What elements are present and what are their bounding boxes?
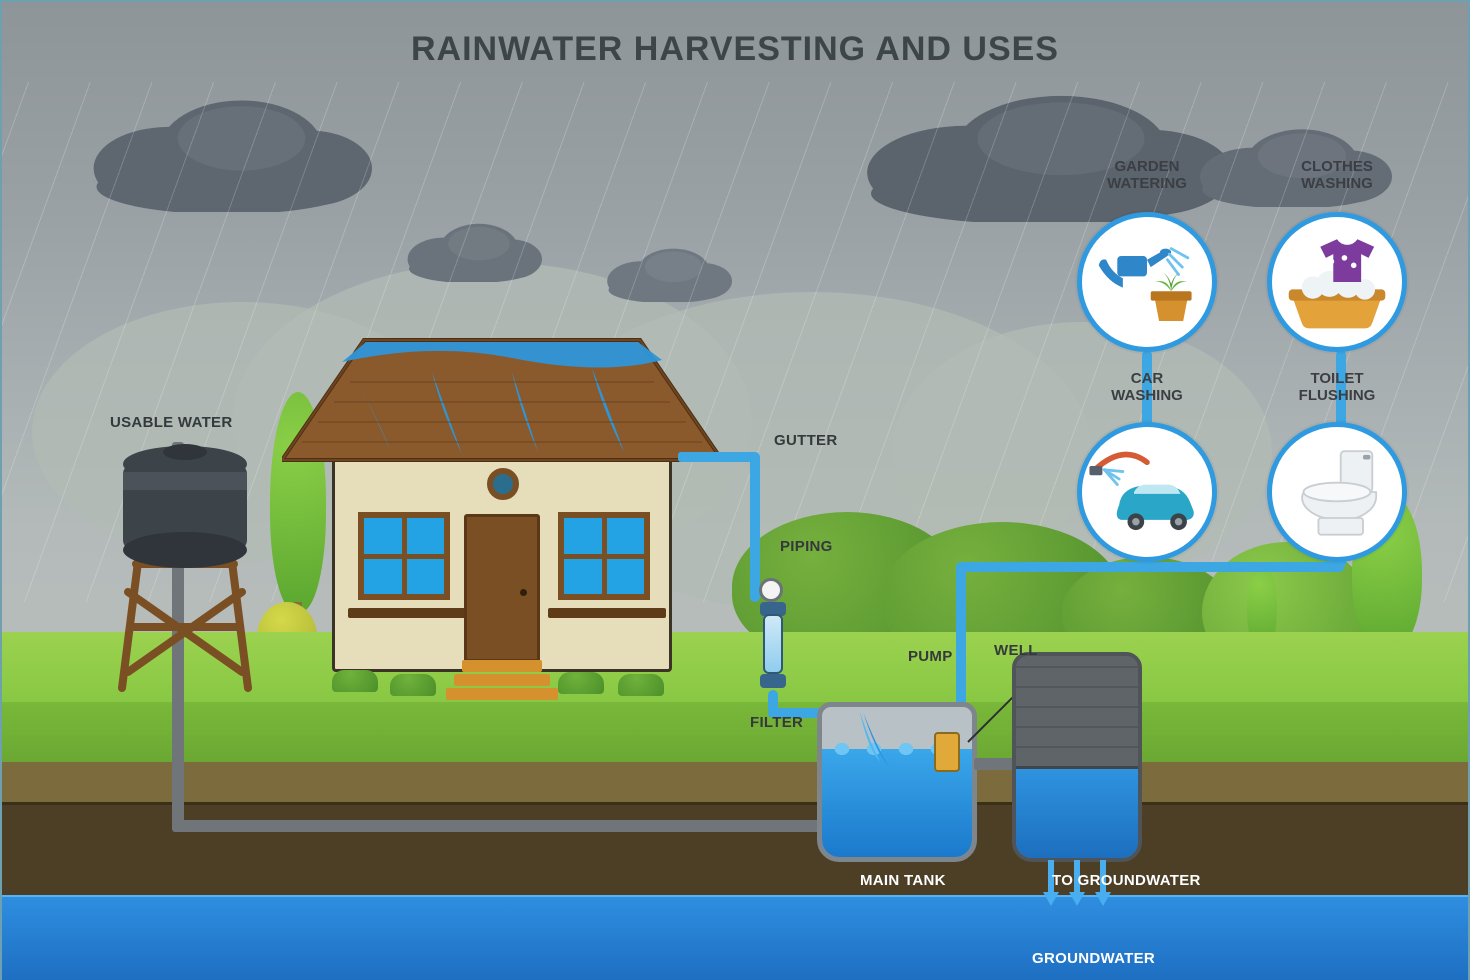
cloud — [602, 247, 732, 302]
label-text: GARDEN — [1114, 158, 1179, 175]
window-sill — [348, 608, 466, 618]
groundwater-layer — [2, 897, 1468, 980]
round-window — [487, 468, 519, 500]
infographic-canvas: RAINWATER HARVESTING AND USES — [0, 0, 1470, 980]
main-tank — [817, 702, 977, 862]
label-groundwater: GROUNDWATER — [1032, 950, 1155, 967]
page-title: RAINWATER HARVESTING AND USES — [2, 30, 1468, 69]
house — [292, 332, 712, 692]
use-clothes-washing — [1267, 212, 1407, 352]
use-label-car: CAR WASHING — [1067, 370, 1227, 405]
label-text: WASHING — [1301, 175, 1373, 192]
label-pump: PUMP — [908, 648, 953, 665]
window-sill — [548, 608, 666, 618]
well — [1012, 652, 1142, 862]
soil-layer-2 — [2, 802, 1468, 897]
grass-layer-2 — [2, 702, 1468, 762]
window-left — [358, 512, 450, 600]
use-label-toilet: TOILET FLUSHING — [1257, 370, 1417, 405]
steps — [442, 660, 562, 702]
label-usable-water: USABLE WATER — [110, 414, 233, 431]
groundwater-arrowhead-icon — [1069, 892, 1085, 906]
use-toilet-flushing — [1267, 422, 1407, 562]
label-well: WELL — [994, 642, 1038, 659]
label-gutter: GUTTER — [774, 432, 837, 449]
label-text: TOILET — [1310, 370, 1363, 387]
groundwater-arrowhead-icon — [1043, 892, 1059, 906]
tuft — [558, 672, 604, 694]
label-main-tank: MAIN TANK — [860, 872, 946, 889]
use-garden-watering — [1077, 212, 1217, 352]
cloud — [852, 92, 1232, 222]
pump-unit — [934, 732, 960, 772]
soil-layer-1 — [2, 762, 1468, 802]
use-car-washing — [1077, 422, 1217, 562]
label-text: WASHING — [1111, 387, 1183, 404]
cloud — [402, 222, 542, 282]
label-to-groundwater: TO GROUNDWATER — [1052, 872, 1201, 889]
tuft — [390, 674, 436, 696]
filter-unit — [760, 602, 786, 692]
use-label-clothes: CLOTHES WASHING — [1257, 158, 1417, 193]
pipe-gray — [172, 820, 826, 832]
window-right — [558, 512, 650, 600]
label-filter: FILTER — [750, 714, 803, 731]
pipe-blue — [750, 452, 760, 602]
tuft — [618, 674, 664, 696]
use-label-garden: GARDEN WATERING — [1067, 158, 1227, 193]
groundwater-arrowhead-icon — [1095, 892, 1111, 906]
tuft — [332, 670, 378, 692]
label-text: CLOTHES — [1301, 158, 1373, 175]
door — [464, 514, 540, 662]
label-text: CAR — [1131, 370, 1164, 387]
cloud — [82, 97, 372, 212]
label-text: WATERING — [1107, 175, 1187, 192]
house-roof — [282, 332, 722, 472]
usable-water-tank — [110, 432, 260, 692]
filter-gauge-icon — [759, 578, 783, 602]
label-piping: PIPING — [780, 538, 833, 555]
label-text: FLUSHING — [1299, 387, 1376, 404]
